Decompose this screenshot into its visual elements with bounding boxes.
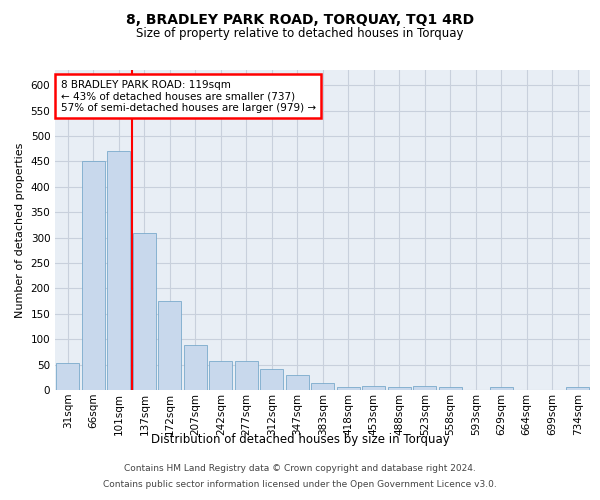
Bar xyxy=(56,362,79,390)
Bar xyxy=(337,387,360,390)
Bar xyxy=(490,387,512,390)
Bar xyxy=(260,368,283,390)
Bar xyxy=(82,162,105,390)
Text: 8 BRADLEY PARK ROAD: 119sqm
← 43% of detached houses are smaller (737)
57% of se: 8 BRADLEY PARK ROAD: 119sqm ← 43% of det… xyxy=(61,80,316,113)
Bar xyxy=(235,360,258,390)
Text: Size of property relative to detached houses in Torquay: Size of property relative to detached ho… xyxy=(136,28,464,40)
Bar xyxy=(388,387,411,390)
Text: 8, BRADLEY PARK ROAD, TORQUAY, TQ1 4RD: 8, BRADLEY PARK ROAD, TORQUAY, TQ1 4RD xyxy=(126,12,474,26)
Y-axis label: Number of detached properties: Number of detached properties xyxy=(15,142,25,318)
Bar xyxy=(107,152,130,390)
Bar xyxy=(158,301,181,390)
Bar xyxy=(286,375,309,390)
Bar xyxy=(362,386,385,390)
Text: Distribution of detached houses by size in Torquay: Distribution of detached houses by size … xyxy=(151,432,449,446)
Bar xyxy=(439,387,461,390)
Text: Contains HM Land Registry data © Crown copyright and database right 2024.: Contains HM Land Registry data © Crown c… xyxy=(124,464,476,473)
Bar xyxy=(184,346,207,390)
Text: Contains public sector information licensed under the Open Government Licence v3: Contains public sector information licen… xyxy=(103,480,497,489)
Bar xyxy=(209,360,232,390)
Bar xyxy=(133,232,156,390)
Bar xyxy=(566,387,589,390)
Bar xyxy=(311,383,334,390)
Bar xyxy=(413,386,436,390)
